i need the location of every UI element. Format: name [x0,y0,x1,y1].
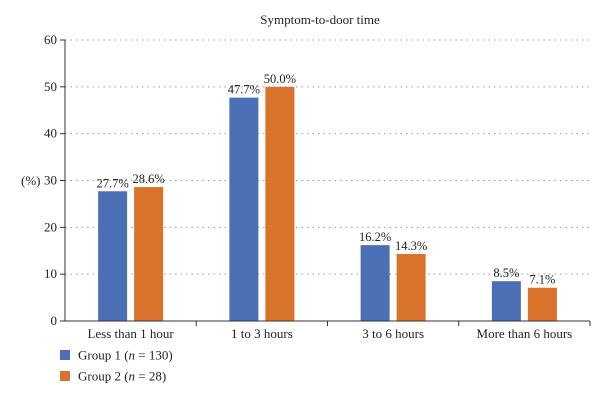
y-tick-label: 10 [44,266,57,281]
data-label: 28.6% [132,172,164,186]
data-label: 14.3% [395,239,427,253]
chart-title: Symptom-to-door time [260,12,380,27]
bar [134,187,164,321]
y-axis-label: (%) [21,173,41,188]
data-label: 50.0% [264,72,296,86]
bar [396,254,426,321]
data-label: 8.5% [493,266,519,280]
x-tick-label: Less than 1 hour [87,326,174,341]
data-label: 27.7% [96,176,128,190]
bar [229,97,259,321]
legend: Group 1 (n = 130) Group 2 (n = 28) [60,348,173,384]
data-label: 7.1% [529,273,555,287]
bar [360,245,390,321]
legend-swatch [60,371,70,381]
x-tick-label: 1 to 3 hours [231,326,293,341]
x-tick-label: 3 to 6 hours [362,326,424,341]
y-tick-label: 0 [51,313,58,328]
bars: 27.7% 28.6% 47.7% 50.0% 16.2% 14.3% 8.5% 7.1% [96,72,557,321]
legend-swatch [60,350,70,360]
bar [491,281,521,321]
data-label: 47.7% [228,83,260,97]
y-tick-label: 30 [44,173,57,188]
data-label: 16.2% [359,230,391,244]
bar [98,191,128,321]
y-tick-label: 50 [44,79,57,94]
y-tick-label: 20 [44,219,57,234]
x-tick-label: More than 6 hours [477,326,573,341]
x-axis: Less than 1 hour 1 to 3 hours 3 to 6 hours… [65,320,591,341]
y-tick-label: 60 [44,32,57,47]
bar [265,86,295,321]
y-axis: 0 10 20 30 40 50 60 [44,32,66,328]
bar [527,287,557,321]
legend-label: Group 1 (n = 130) [78,348,173,363]
y-tick-label: 40 [44,126,57,141]
legend-label: Group 2 (n = 28) [78,369,166,384]
